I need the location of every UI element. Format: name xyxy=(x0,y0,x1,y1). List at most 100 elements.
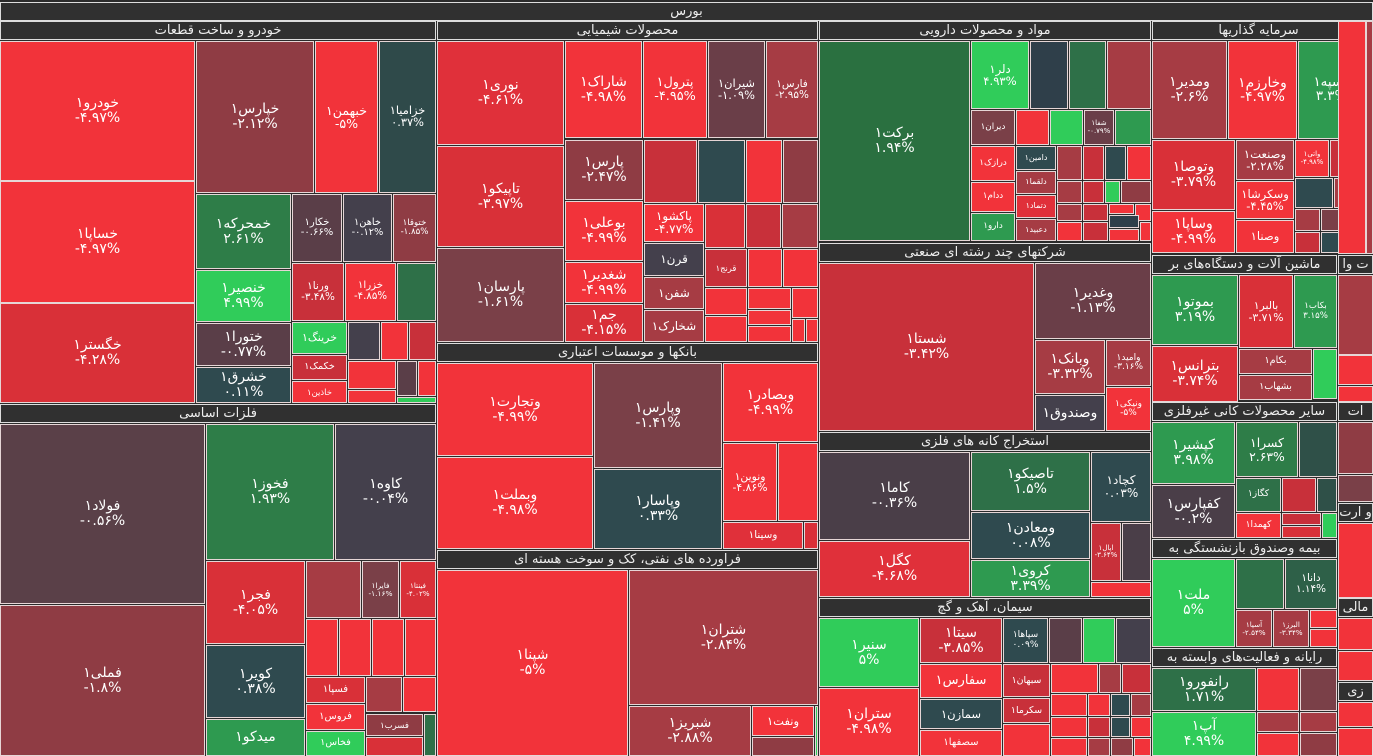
stock-tile-unlabeled[interactable] xyxy=(1122,664,1151,693)
stock-tile-unlabeled[interactable] xyxy=(1338,523,1373,598)
stock-tile[interactable]: شغدیر۱ -۴.۹۹% xyxy=(565,262,643,303)
stock-tile-unlabeled[interactable] xyxy=(1300,668,1337,711)
stock-tile[interactable]: خاذین۱ xyxy=(292,381,347,403)
stock-tile[interactable]: خودرو۱ -۴.۹۷% xyxy=(0,41,195,181)
stock-tile-unlabeled[interactable] xyxy=(752,737,814,756)
stock-tile-unlabeled[interactable] xyxy=(1257,712,1299,732)
stock-tile[interactable]: فارس۱ -۲.۹۵% xyxy=(766,41,818,138)
stock-tile[interactable]: دعبید۱ xyxy=(1016,219,1056,241)
stock-tile-unlabeled[interactable] xyxy=(1300,712,1337,732)
stock-tile-unlabeled[interactable] xyxy=(1134,738,1151,756)
stock-tile-unlabeled[interactable] xyxy=(1111,738,1133,756)
stock-tile[interactable]: وپارس۱ -۱.۴۱% xyxy=(594,363,722,468)
stock-tile[interactable]: کفپارس۱ -۰.۲% xyxy=(1152,485,1235,538)
stock-tile-unlabeled[interactable] xyxy=(1338,475,1373,502)
sector-header[interactable]: ماشین آلات و دستگاه‌های بر xyxy=(1152,255,1337,274)
stock-tile[interactable]: وصنعت۱ -۲.۲۸% xyxy=(1236,140,1294,180)
stock-tile[interactable]: فخوز۱ ۱.۹۳% xyxy=(206,424,334,560)
stock-tile-unlabeled[interactable] xyxy=(403,677,436,712)
stock-tile[interactable]: واتی۱ -۴.۹۸% xyxy=(1295,140,1329,177)
sector-header[interactable]: مالی xyxy=(1338,598,1373,617)
sector-header[interactable]: و ارت xyxy=(1338,503,1373,522)
stock-tile-unlabeled[interactable] xyxy=(372,619,404,676)
stock-tile[interactable]: سپاها۱ ۰.۰۹% xyxy=(1003,618,1048,663)
stock-tile-unlabeled[interactable] xyxy=(1016,110,1049,145)
stock-tile-unlabeled[interactable] xyxy=(1338,618,1373,650)
stock-tile-unlabeled[interactable] xyxy=(1083,146,1104,180)
stock-tile[interactable]: برکت۱ ۱.۹۴% xyxy=(819,41,970,241)
stock-tile-unlabeled[interactable] xyxy=(1111,717,1130,737)
stock-tile-unlabeled[interactable] xyxy=(1236,559,1284,609)
stock-tile[interactable]: کپشیر۱ ۳.۹۸% xyxy=(1152,422,1235,484)
stock-tile-unlabeled[interactable] xyxy=(1310,610,1337,628)
stock-tile-unlabeled[interactable] xyxy=(1091,582,1151,597)
stock-tile[interactable]: دانا۱ ۱.۱۴% xyxy=(1285,559,1337,609)
stock-tile-unlabeled[interactable] xyxy=(1127,146,1151,180)
stock-tile[interactable]: ومعادن۱ ۰.۰۸% xyxy=(971,512,1090,559)
stock-tile-unlabeled[interactable] xyxy=(1282,526,1321,538)
stock-tile-unlabeled[interactable] xyxy=(1003,724,1050,756)
stock-tile-unlabeled[interactable] xyxy=(1322,513,1337,538)
stock-tile[interactable]: ونیکی۱ -۵% xyxy=(1106,387,1151,431)
stock-tile-unlabeled[interactable] xyxy=(1083,181,1104,203)
stock-tile-unlabeled[interactable] xyxy=(1109,204,1134,214)
stock-tile[interactable]: خبهمن۱ -۵% xyxy=(315,41,378,193)
stock-tile-unlabeled[interactable] xyxy=(698,140,745,203)
stock-tile[interactable]: شفن۱ xyxy=(644,277,704,309)
stock-tile-unlabeled[interactable] xyxy=(381,322,408,360)
stock-tile[interactable]: ختوقا۱ -۱.۸۵% xyxy=(393,194,436,262)
sector-header[interactable]: فراورده های نفتی، کک و سوخت هسته ای xyxy=(437,550,818,569)
stock-tile[interactable]: میدکو۱ xyxy=(206,719,305,756)
stock-tile-unlabeled[interactable] xyxy=(1338,275,1373,355)
stock-tile[interactable]: فخاس۱ xyxy=(306,731,365,756)
stock-tile[interactable]: سیتا۱ -۳.۸۵% xyxy=(920,618,1002,663)
stock-tile-unlabeled[interactable] xyxy=(1109,215,1139,228)
stock-tile[interactable]: پترول۱ -۴.۹۵% xyxy=(643,41,707,138)
stock-tile-unlabeled[interactable] xyxy=(1057,146,1082,180)
stock-tile[interactable]: خگستر۱ -۴.۲۸% xyxy=(0,303,195,403)
stock-tile-unlabeled[interactable] xyxy=(1338,651,1373,681)
stock-tile[interactable]: کاوه۱ -۰.۰۴% xyxy=(335,424,436,560)
sector-header[interactable]: شرکتهای چند رشته ای صنعتی xyxy=(819,243,1151,262)
stock-tile[interactable]: فایرا۱ -۱.۱۶% xyxy=(362,561,399,618)
stock-tile[interactable]: سمازن۱ xyxy=(920,699,1002,729)
stock-tile[interactable]: فینتا۱ -۴.۰۲% xyxy=(400,561,436,618)
stock-tile[interactable]: وبانک۱ -۳.۳۲% xyxy=(1035,340,1105,394)
stock-tile[interactable]: وساپا۱ -۴.۹۹% xyxy=(1152,211,1235,253)
stock-tile[interactable]: تاصیکو۱ ۱.۵% xyxy=(971,452,1090,511)
stock-tile[interactable]: دلقما۱ xyxy=(1016,171,1056,194)
sector-header[interactable]: زی xyxy=(1338,682,1373,701)
stock-tile[interactable]: فولاد۱ -۰.۵۶% xyxy=(0,424,205,604)
sector-header[interactable]: سیمان، آهک و گچ xyxy=(819,598,1151,617)
stock-tile-unlabeled[interactable] xyxy=(815,706,818,756)
stock-tile-unlabeled[interactable] xyxy=(1317,478,1337,512)
stock-tile[interactable]: ملت۱ ۵% xyxy=(1152,559,1235,647)
stock-tile-unlabeled[interactable] xyxy=(1338,728,1373,756)
stock-tile[interactable]: شتران۱ -۲.۸۴% xyxy=(629,570,818,705)
stock-tile-unlabeled[interactable] xyxy=(397,361,417,396)
stock-tile[interactable]: شپنا۱ -۵% xyxy=(437,570,628,756)
stock-tile-unlabeled[interactable] xyxy=(405,619,436,676)
stock-tile[interactable]: خنصیر۱ ۴.۹۹% xyxy=(196,270,291,322)
stock-tile[interactable]: ورنا۱ -۳.۴۸% xyxy=(292,263,344,321)
stock-tile[interactable]: تاپیکو۱ -۳.۹۷% xyxy=(437,146,564,247)
stock-tile[interactable]: پارسان۱ -۱.۶۱% xyxy=(437,248,564,342)
sector-header[interactable]: رایانه و فعالیت‌های وابسته به xyxy=(1152,648,1337,667)
stock-tile[interactable]: ددام۱ xyxy=(971,182,1015,212)
stock-tile-unlabeled[interactable] xyxy=(792,319,805,342)
stock-tile[interactable]: جم۱ -۴.۱۵% xyxy=(565,304,643,342)
stock-tile[interactable]: فسپا۱ xyxy=(306,677,365,703)
stock-tile-unlabeled[interactable] xyxy=(1135,204,1151,221)
stock-tile[interactable]: کچاد۱ ۰.۰۳% xyxy=(1091,452,1151,522)
stock-tile-unlabeled[interactable] xyxy=(1111,694,1130,716)
stock-tile-unlabeled[interactable] xyxy=(1338,422,1373,474)
stock-tile[interactable]: وامید۱ -۳.۱۶% xyxy=(1106,340,1151,386)
stock-tile-unlabeled[interactable] xyxy=(748,249,782,287)
stock-tile-unlabeled[interactable] xyxy=(1083,618,1115,663)
stock-tile[interactable]: بکام۱ xyxy=(1239,349,1312,374)
sector-header[interactable]: بانکها و موسسات اعتباری xyxy=(437,343,818,362)
stock-tile[interactable]: درازک۱ xyxy=(971,146,1015,181)
stock-tile[interactable]: کویر۱ ۰.۳۸% xyxy=(206,645,305,718)
stock-tile[interactable]: فسرب۱ xyxy=(366,714,423,736)
stock-tile[interactable]: رانفورو۱ ۱.۷۱% xyxy=(1152,668,1256,711)
